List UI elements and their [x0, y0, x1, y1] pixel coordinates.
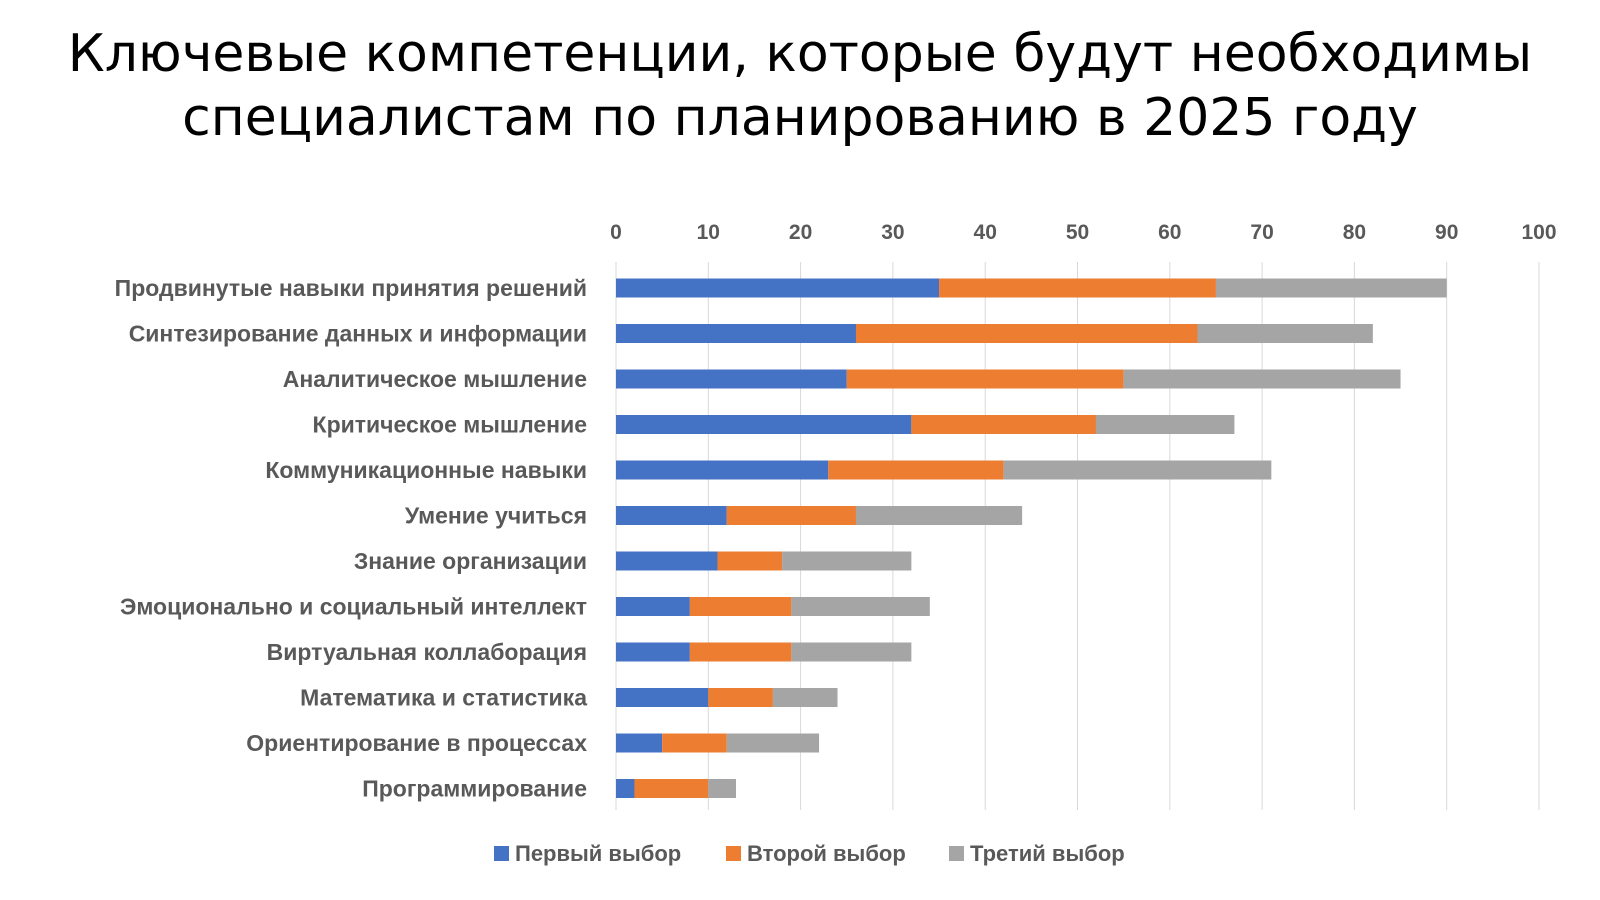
category-label: Продвинутые навыки принятия решений: [115, 275, 587, 301]
bar-segment-series-1: [616, 551, 718, 571]
legend-label: Второй выбор: [747, 841, 906, 866]
legend-swatch: [949, 846, 964, 861]
bar-segment-series-1: [616, 369, 847, 389]
chart-title-line-1: Ключевые компетенции, которые будут необ…: [67, 24, 1533, 84]
x-tick-label: 30: [881, 221, 904, 244]
bar-segment-series-1: [616, 733, 663, 753]
category-label: Ориентирование в процессах: [246, 730, 587, 756]
chart-title: Ключевые компетенции, которые будут необ…: [0, 22, 1600, 150]
legend-label: Первый выбор: [515, 841, 681, 866]
bar-segment-series-3: [791, 642, 912, 662]
gridlines: 0 10 20 30 40 50 60 70 80 90 100: [610, 221, 1557, 810]
bar-segment-series-2: [939, 278, 1216, 298]
x-tick-label: 80: [1343, 221, 1366, 244]
bar-segment-series-2: [662, 733, 727, 753]
bar-segment-series-2: [689, 597, 792, 616]
category-label: Синтезирование данных и информации: [129, 321, 587, 347]
x-tick-label: 50: [1066, 221, 1089, 244]
category-label: Критическое мышление: [313, 412, 587, 438]
bar-segment-series-3: [1003, 460, 1272, 480]
bar-segment-series-2: [855, 324, 1198, 343]
legend-swatch: [726, 846, 741, 861]
bar-segment-series-2: [689, 642, 792, 662]
category-label: Умение учиться: [405, 503, 587, 529]
bar-segment-series-1: [616, 460, 829, 480]
bar-segment-series-2: [911, 415, 1096, 434]
category-label: Программирование: [362, 776, 587, 802]
bar-segment-series-3: [708, 779, 736, 798]
x-tick-label: 0: [610, 221, 622, 244]
category-label: Коммуникационные навыки: [265, 457, 587, 483]
x-tick-label: 70: [1250, 221, 1273, 244]
bar-segment-series-2: [708, 688, 773, 707]
bar-segment-series-3: [726, 733, 820, 753]
bar-segment-series-3: [1095, 415, 1235, 434]
chart-title-line-2: специалистам по планированию в 2025 году: [182, 88, 1418, 148]
x-tick-label: 90: [1435, 221, 1458, 244]
bar-segment-series-2: [717, 551, 783, 571]
legend-swatch: [494, 846, 509, 861]
bar-segment-series-2: [726, 506, 856, 525]
bar-segment-series-3: [1215, 278, 1447, 298]
category-label: Аналитическое мышление: [283, 366, 587, 392]
x-tick-label: 20: [789, 221, 812, 244]
x-tick-label: 10: [697, 221, 720, 244]
bar-segment-series-3: [1197, 324, 1373, 343]
bar-segment-series-1: [616, 506, 727, 525]
x-tick-label: 40: [974, 221, 997, 244]
bars: Продвинутые навыки принятия решений Синте…: [115, 275, 1447, 802]
bar-segment-series-1: [616, 415, 912, 434]
bar-segment-series-2: [846, 369, 1124, 389]
legend: Первый выбор Второй выбор Третий выбор: [494, 841, 1125, 866]
x-tick-label: 100: [1521, 221, 1556, 244]
category-label: Математика и статистика: [300, 685, 587, 711]
bar-segment-series-1: [616, 278, 940, 298]
bar-segment-series-1: [616, 642, 690, 662]
bar-segment-series-3: [782, 551, 912, 571]
bar-segment-series-1: [616, 688, 709, 707]
bar-segment-series-1: [616, 324, 856, 343]
bar-segment-series-1: [616, 779, 635, 798]
bar-segment-series-1: [616, 597, 690, 616]
category-label: Эмоционально и социальный интеллект: [120, 594, 587, 620]
legend-label: Третий выбор: [970, 841, 1125, 866]
bar-segment-series-3: [855, 506, 1023, 525]
x-tick-label: 60: [1158, 221, 1181, 244]
bar-segment-series-3: [791, 597, 930, 616]
bar-segment-series-2: [828, 460, 1004, 480]
category-label: Знание организации: [354, 548, 587, 574]
bar-segment-series-2: [634, 779, 709, 798]
bar-segment-series-3: [1123, 369, 1401, 389]
bar-segment-series-3: [772, 688, 838, 707]
category-label: Виртуальная коллаборация: [267, 639, 587, 665]
